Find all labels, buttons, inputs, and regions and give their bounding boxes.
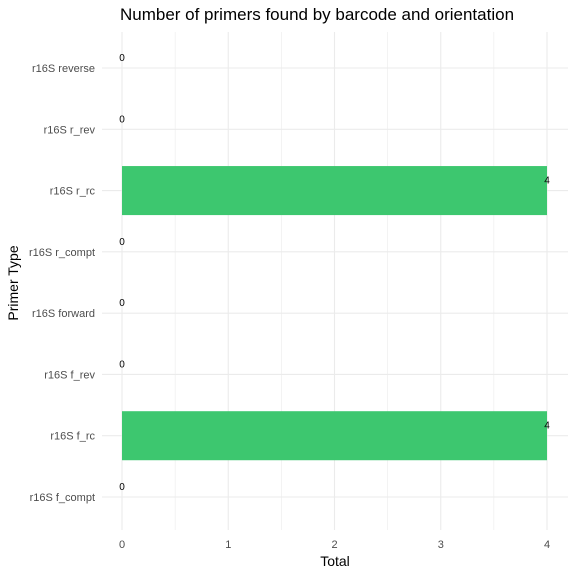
y-tick-label: r16S f_rc bbox=[50, 431, 95, 443]
data-label: 0 bbox=[119, 298, 125, 309]
data-label: 0 bbox=[119, 53, 125, 64]
x-tick-label: 1 bbox=[225, 539, 231, 551]
y-tick-label: r16S r_rev bbox=[44, 124, 96, 136]
data-label: 0 bbox=[119, 482, 125, 493]
data-label: 4 bbox=[544, 176, 550, 187]
data-label: 4 bbox=[544, 421, 550, 432]
y-axis-title: Primer Type bbox=[5, 245, 21, 320]
bars bbox=[122, 166, 547, 461]
y-tick-label: r16S forward bbox=[32, 308, 95, 320]
y-tick-labels: r16S f_compt r16S f_rc r16S f_rev r16S forw… bbox=[29, 63, 96, 504]
chart-title: Number of primers found by barcode and o… bbox=[120, 5, 514, 24]
data-labels: 0 4 0 0 0 4 0 0 bbox=[119, 53, 550, 493]
bar bbox=[122, 166, 547, 216]
x-tick-label: 3 bbox=[438, 539, 444, 551]
data-label: 0 bbox=[119, 114, 125, 125]
data-label: 0 bbox=[119, 359, 125, 370]
bar bbox=[122, 411, 547, 461]
x-tick-label: 2 bbox=[331, 539, 337, 551]
x-tick-label: 4 bbox=[544, 539, 550, 551]
y-tick-label: r16S r_rc bbox=[50, 186, 96, 198]
y-tick-label: r16S r_compt bbox=[29, 247, 95, 259]
x-axis-title: Total bbox=[320, 553, 350, 569]
y-tick-label: r16S f_rev bbox=[44, 369, 95, 381]
y-tick-label: r16S reverse bbox=[32, 63, 95, 75]
x-tick-labels: 0 1 2 3 4 bbox=[119, 539, 550, 551]
data-label: 0 bbox=[119, 237, 125, 248]
x-tick-label: 0 bbox=[119, 539, 125, 551]
y-tick-label: r16S f_compt bbox=[30, 492, 95, 504]
